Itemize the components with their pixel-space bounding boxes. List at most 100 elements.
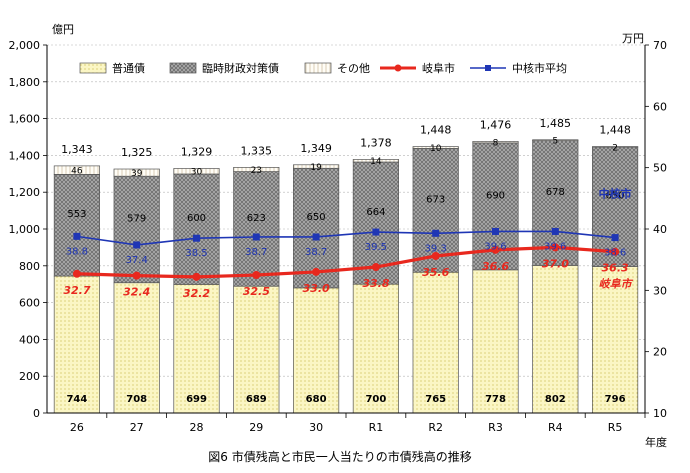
line-point-core-city-average xyxy=(252,233,260,241)
bar-value-label: 680 xyxy=(306,394,327,405)
legend-swatch-marker xyxy=(485,65,491,71)
bar-value-label: 10 xyxy=(430,144,442,154)
line-point-core-city-average xyxy=(551,227,559,235)
legend-swatch xyxy=(79,62,107,74)
bar-value-label: 802 xyxy=(545,394,566,405)
bar-total-label: 1,349 xyxy=(300,142,332,155)
bar-segment-regular-bonds xyxy=(532,265,579,414)
bar-segment-regular-bonds xyxy=(53,275,100,414)
line-point-gifu-city xyxy=(551,243,560,252)
line-point-core-city-average xyxy=(611,234,619,242)
bar-value-label: 673 xyxy=(426,194,445,205)
bar-total-label: 1,485 xyxy=(540,117,572,130)
bar-value-label: 678 xyxy=(546,187,565,198)
x-tick-label: 28 xyxy=(190,421,204,434)
x-tick-label: R1 xyxy=(369,421,384,434)
bar-value-label: 700 xyxy=(365,394,386,405)
line-point-core-city-average xyxy=(193,234,200,242)
line-point-gifu-city xyxy=(72,269,81,278)
bar-value-label: 623 xyxy=(247,213,266,224)
legend-swatch xyxy=(304,62,332,74)
line-value-label-core-city-average: 37.4 xyxy=(126,255,148,266)
x-tick-label: 29 xyxy=(249,421,263,434)
line-point-core-city-average xyxy=(372,228,380,236)
bar-value-label: 579 xyxy=(127,213,146,224)
x-tick-label: R4 xyxy=(548,421,563,434)
line-value-label-core-city-average: 38.7 xyxy=(245,247,267,258)
bar-segment-regular-bonds xyxy=(352,283,399,414)
right-tick-label: 50 xyxy=(653,162,667,175)
right-tick-label: 70 xyxy=(653,39,667,52)
x-tick-label: 30 xyxy=(309,421,323,434)
line-value-label-core-city-average: 38.7 xyxy=(305,247,327,258)
line-value-label-gifu-city: 37.0 xyxy=(542,257,569,270)
legend-item-temporary-bonds: 臨時財政対策債 xyxy=(169,61,279,75)
bar-segment-other xyxy=(472,141,519,144)
right-tick-label: 10 xyxy=(653,407,667,420)
left-tick-label: 0 xyxy=(33,407,40,420)
bar-value-label: 650 xyxy=(606,191,625,202)
line-value-label-gifu-city: 32.7 xyxy=(63,284,90,297)
legend-label: 普通債 xyxy=(112,61,145,75)
left-tick-label: 800 xyxy=(19,260,40,273)
line-value-label-gifu-city: 33.8 xyxy=(362,277,389,290)
bar-value-label: 14 xyxy=(370,157,382,167)
bar-value-label: 19 xyxy=(310,163,322,173)
bar-total-label: 1,343 xyxy=(61,143,93,156)
line-point-gifu-city xyxy=(491,245,500,254)
line-value-label-core-city-average: 38.8 xyxy=(66,246,88,257)
line-point-gifu-city xyxy=(312,267,321,276)
line-point-gifu-city xyxy=(371,263,380,272)
bar-segment-other xyxy=(352,159,399,163)
bar-segment-temporary-bonds xyxy=(592,146,639,267)
bar-segment-other xyxy=(592,146,639,148)
legend-label: 中核市平均 xyxy=(512,61,567,75)
left-tick-label: 1,200 xyxy=(9,186,41,199)
left-tick-label: 600 xyxy=(19,297,40,310)
bar-segment-regular-bonds xyxy=(293,287,340,414)
bar-total-label: 1,329 xyxy=(181,145,213,158)
bar-segment-regular-bonds xyxy=(472,269,519,414)
right-axis-unit: 万円 xyxy=(622,32,644,45)
bar-value-label: 600 xyxy=(187,213,206,224)
bar-value-label: 689 xyxy=(246,394,267,405)
bar-value-label: 46 xyxy=(71,167,83,177)
x-tick-label: R3 xyxy=(488,421,503,434)
x-tick-label: 27 xyxy=(130,421,144,434)
line-point-gifu-city xyxy=(431,251,440,260)
left-tick-label: 2,000 xyxy=(9,39,41,52)
line-point-core-city-average xyxy=(133,241,141,249)
bar-segment-temporary-bonds xyxy=(113,175,160,284)
line-point-core-city-average xyxy=(492,227,499,235)
bar-total-label: 1,448 xyxy=(599,124,631,137)
left-tick-label: 200 xyxy=(19,370,40,383)
legend-label: 臨時財政対策債 xyxy=(202,61,279,75)
line-point-gifu-city xyxy=(192,272,201,281)
stacked-bars xyxy=(53,139,639,414)
bar-value-label: 5 xyxy=(552,137,558,147)
bar-value-label: 778 xyxy=(485,394,506,405)
bar-value-label: 796 xyxy=(605,394,626,405)
bar-segment-other xyxy=(233,167,280,172)
legend-label: 岐阜市 xyxy=(422,61,455,75)
x-tick-label: R5 xyxy=(608,421,623,434)
legend-item-regular-bonds: 普通債 xyxy=(79,61,145,75)
series-end-label-core-city: 中核市 xyxy=(599,187,632,201)
bar-value-label: 650 xyxy=(307,212,326,223)
left-tick-label: 1,400 xyxy=(9,149,41,162)
right-tick-label: 60 xyxy=(653,100,667,113)
bar-value-label: 708 xyxy=(126,394,147,405)
bar-segment-other xyxy=(412,146,459,149)
bar-total-label: 1,448 xyxy=(420,124,452,137)
bar-total-label: 1,476 xyxy=(480,118,512,131)
line-value-label-gifu-city: 33.0 xyxy=(303,282,330,295)
bar-value-label: 664 xyxy=(366,207,385,218)
left-tick-label: 400 xyxy=(19,333,40,346)
bar-total-label: 1,378 xyxy=(360,136,392,149)
right-tick-label: 30 xyxy=(653,284,667,297)
line-point-core-city-average xyxy=(312,233,320,241)
bar-total-label: 1,335 xyxy=(241,144,273,157)
line-series xyxy=(72,227,620,281)
